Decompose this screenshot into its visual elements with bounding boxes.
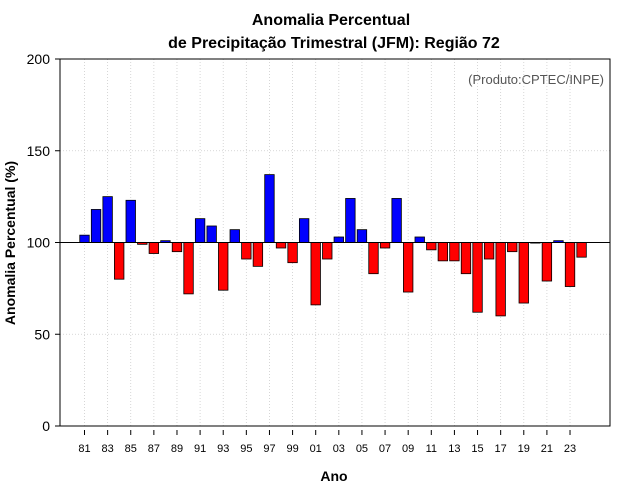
bar-03	[333, 236, 344, 243]
x-tick-label: 85	[125, 443, 137, 455]
y-tick-label: 0	[42, 418, 50, 434]
bar-21	[541, 242, 553, 282]
bar-84	[114, 242, 125, 280]
chart-annotation: (Produto:CPTEC/INPE)	[468, 72, 604, 87]
bar-09	[403, 242, 414, 293]
bar-10	[414, 236, 425, 243]
bar-90	[183, 242, 194, 295]
bar-95	[241, 242, 252, 260]
bar-85	[125, 199, 136, 243]
bar-82	[90, 209, 102, 243]
bar-04	[345, 198, 356, 243]
bar-01	[310, 242, 321, 306]
bar-94	[229, 229, 240, 243]
chart-subtitle: de Precipitação Trimestral (JFM): Região…	[168, 35, 500, 52]
axes-layer: 0 50 100 150 200 81 83 85 87 89 91 93 95 97 99 01 03 05 07…	[27, 51, 611, 455]
bar-93	[218, 242, 229, 291]
x-tick-label: 13	[448, 443, 460, 455]
y-tick-label: 100	[27, 235, 51, 251]
y-tick-label: 200	[27, 51, 51, 67]
y-axis-label: Anomalia Percentual (%)	[2, 161, 18, 325]
y-tick-label: 50	[34, 326, 50, 342]
bar-13	[449, 242, 460, 262]
bar-00	[298, 218, 310, 243]
x-tick-label: 91	[194, 443, 206, 455]
x-tick-label: 01	[310, 443, 322, 455]
bar-14	[460, 242, 472, 275]
bar-06	[368, 242, 379, 275]
bars-layer	[79, 174, 587, 317]
bar-91	[194, 218, 206, 243]
x-tick-label: 19	[518, 443, 530, 455]
bar-17	[495, 242, 506, 317]
bar-11	[426, 242, 437, 251]
x-tick-label: 23	[564, 443, 576, 455]
bar-24	[576, 242, 587, 258]
bar-97	[264, 174, 275, 243]
x-tick-label: 97	[263, 443, 275, 455]
bar-18	[507, 242, 518, 253]
bar-08	[391, 198, 402, 243]
bar-81	[79, 234, 90, 243]
x-tick-label: 93	[217, 443, 229, 455]
x-tick-label: 17	[495, 443, 507, 455]
x-tick-label: 09	[402, 443, 414, 455]
x-tick-label: 87	[148, 443, 160, 455]
bar-83	[102, 196, 113, 243]
bar-99	[287, 242, 298, 264]
x-tick-label: 07	[379, 443, 391, 455]
x-tick-label: 05	[356, 443, 368, 455]
x-tick-label: 11	[426, 443, 437, 455]
bar-92	[206, 225, 217, 243]
chart-title: Anomalia Percentual	[252, 12, 410, 29]
x-tick-label: 83	[101, 443, 113, 455]
bar-96	[252, 242, 264, 267]
x-tick-label: 89	[171, 443, 183, 455]
x-tick-label: 95	[240, 443, 252, 455]
bar-05	[356, 229, 368, 243]
bar-16	[483, 242, 495, 260]
x-axis-label: Ano	[320, 468, 347, 484]
bar-19	[518, 242, 529, 304]
bar-15	[472, 242, 483, 313]
bar-89	[171, 242, 183, 253]
x-tick-label: 81	[78, 443, 90, 455]
bar-12	[437, 242, 449, 262]
x-tick-label: 21	[541, 443, 553, 455]
bar-02	[322, 242, 333, 260]
x-tick-label: 99	[286, 443, 298, 455]
bar-87	[148, 242, 160, 254]
bar-23	[564, 242, 576, 287]
x-tick-label: 15	[471, 443, 483, 455]
y-tick-label: 150	[27, 143, 51, 159]
bar-07	[379, 242, 391, 249]
bar-98	[275, 242, 287, 249]
x-tick-label: 03	[333, 443, 345, 455]
